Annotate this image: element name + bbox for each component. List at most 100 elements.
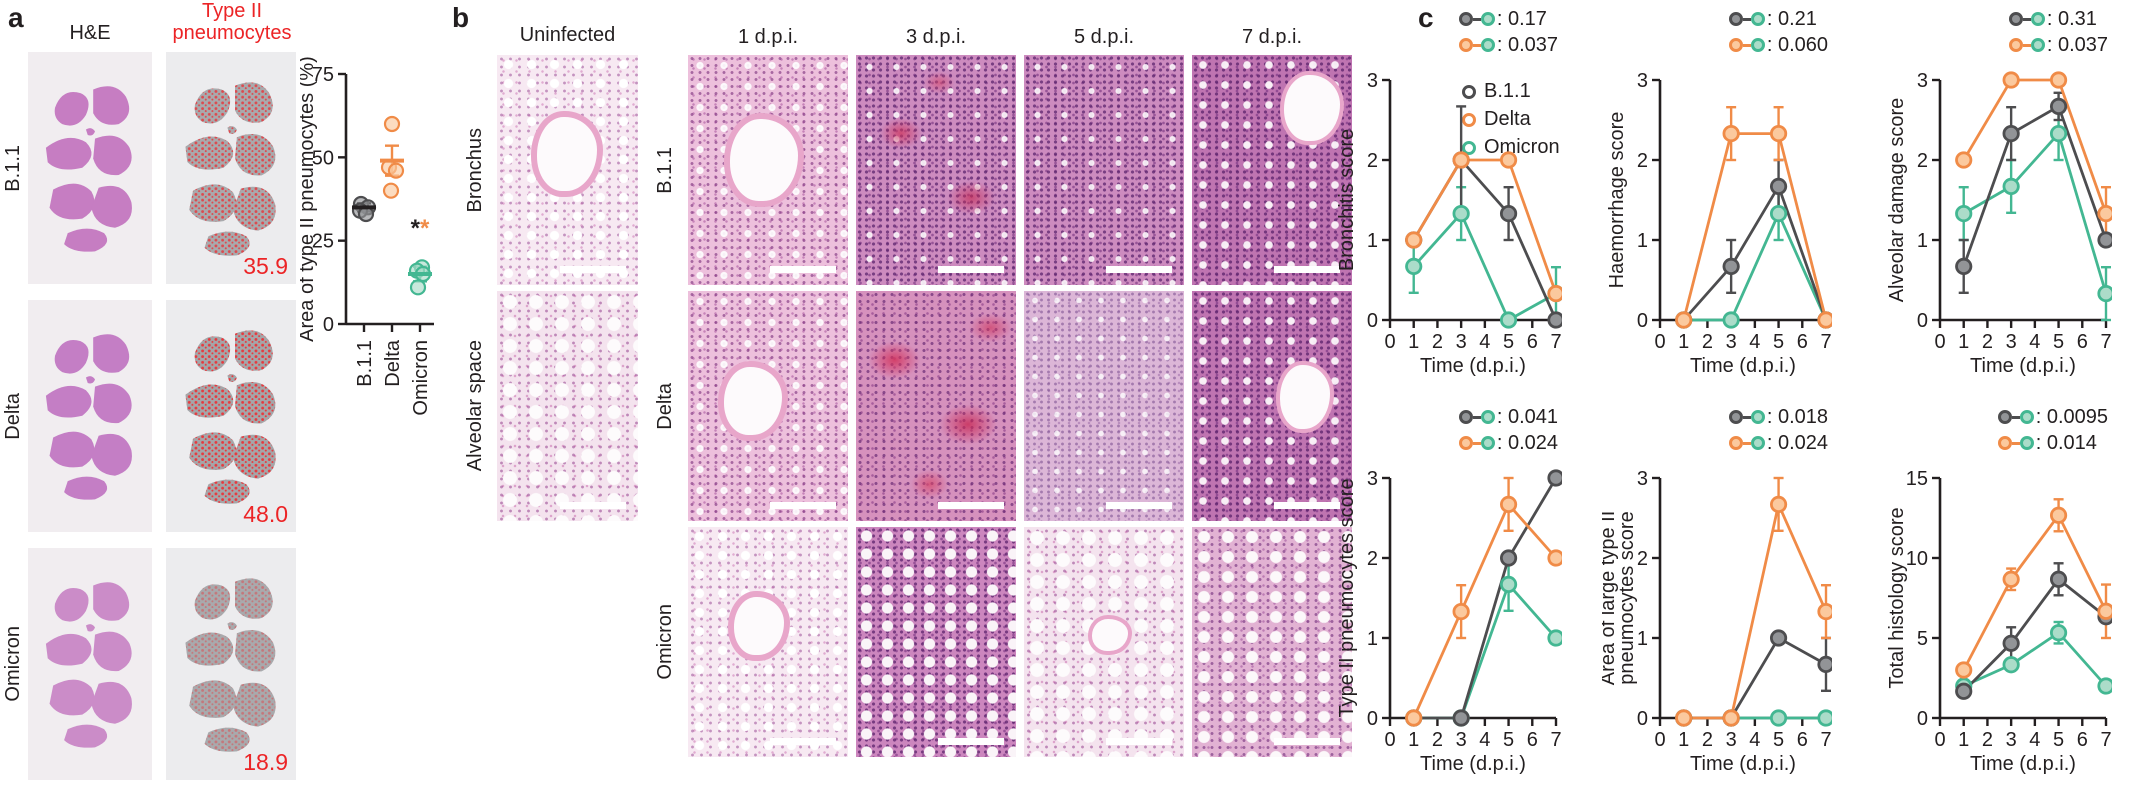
lung-sections-typeii-omicron [174,557,288,770]
pvalue-link [2022,17,2031,21]
pvalue-label: : 0.024 [1766,431,1828,454]
panel-c-label: c [1418,2,1434,33]
histology-delta-1dpi [688,291,848,521]
svg-text:1: 1 [1408,331,1419,353]
svg-text:3: 3 [1726,729,1737,751]
pvalue-row: : 0.037 [1458,32,1558,58]
typeii-image-omicron: 18.9 [166,548,296,780]
legend-label: Delta [1484,108,1531,130]
svg-text:1: 1 [1678,331,1689,353]
scale-bar [1274,502,1340,509]
bronchus-lumen [724,113,804,207]
typeii-area-value-delta: 48.0 [243,501,288,527]
pvalue-dot-delta [1997,436,2012,450]
svg-text:15: 15 [1906,468,1928,490]
pvalue-link [2022,43,2031,47]
histology-omicron-3dpi [856,527,1016,757]
svg-text:2: 2 [1982,729,1993,751]
pvalue-dot-omicron [2019,436,2034,450]
legend-dot-b11 [1462,84,1476,99]
legend-item-b11: B.1.1 [1462,80,1560,103]
pvalue-dot-omicron [2030,38,2045,52]
area-typeii-scatter-svg: 0 25 50 75 B.1.1 Delta Omicron Area of type II … [296,56,434,416]
svg-text:1: 1 [1958,729,1969,751]
pvalue-dot-delta [2008,38,2023,52]
typeii-header-line1: Type II [201,0,263,22]
typeii-image-b11: 35.9 [166,52,296,284]
pvalue-dot-delta [1728,38,1743,52]
svg-text:0: 0 [1934,729,1945,751]
bronchus-lumen [531,111,603,197]
svg-text:Time (d.p.i.): Time (d.p.i.) [1970,355,2076,377]
svg-text:7: 7 [1550,331,1561,353]
svg-text:5: 5 [1917,628,1928,650]
pvalue-dot-delta [1458,436,1473,450]
histology-uninfected-bronchus [497,55,638,285]
pvalue-label: : 0.014 [2035,431,2097,454]
pvalue-dot-omicron [1750,38,1765,52]
variant-legend: B.1.1 Delta Omicron [1462,80,1560,159]
svg-text:3: 3 [1367,70,1378,92]
svg-text:2: 2 [1367,548,1378,570]
timepoint-header-5dpi: 5 d.p.i. [1073,26,1135,48]
histology-uninfected-alveolar [497,291,638,521]
lung-sections-he-omicron [35,557,144,770]
pvalue-row: : 0.17 [1458,6,1558,32]
svg-text:0: 0 [1384,331,1395,353]
alveolar-damage-score-chart: : 0.31: 0.037 0 1 2 3 0 1 2 3 4 5 6 7 Time (d.p.i.) Al… [1882,6,2112,394]
pvalue-label: : 0.037 [1496,33,1558,56]
total-histology-score-chart: : 0.0095: 0.014 0 5 10 15 0 1 2 3 4 5 6 7 Time (d.p.i… [1882,404,2112,792]
pvalue-link [1742,17,1751,21]
svg-text:3: 3 [2006,331,2017,353]
svg-text:7: 7 [1550,729,1561,751]
svg-text:0: 0 [1917,708,1928,730]
pvalue-dot-delta [1458,38,1473,52]
he-column-header: H&E [69,22,111,44]
svg-text:Omicron: Omicron [410,340,432,416]
svg-text:B.1.1: B.1.1 [354,340,376,387]
svg-text:0: 0 [1367,708,1378,730]
pvalue-link [2011,441,2020,445]
histology-b11-5dpi [1024,55,1184,285]
svg-text:7: 7 [1820,729,1831,751]
svg-text:0: 0 [323,314,334,336]
scale-bar [1106,738,1172,745]
legend-dot-omicron [1462,140,1476,155]
svg-text:7: 7 [2100,729,2111,751]
svg-text:25: 25 [312,231,334,253]
svg-text:6: 6 [1527,729,1538,751]
pvalue-label: : 0.041 [1496,405,1558,428]
svg-text:75: 75 [312,64,334,86]
pvalue-annotations: : 0.31: 0.037 [2008,6,2108,58]
svg-text:1: 1 [1917,230,1928,252]
svg-text:Time (d.p.i.): Time (d.p.i.) [1690,753,1796,775]
bronchus-lumen [718,361,788,441]
pvalue-link [2011,415,2020,419]
pvalue-link [1742,43,1751,47]
svg-text:7: 7 [1820,331,1831,353]
svg-text:2: 2 [1432,331,1443,353]
pvalue-label: : 0.31 [2046,7,2097,30]
airspace-lumen [1276,361,1334,433]
svg-text:1: 1 [1637,628,1648,650]
pvalue-link [1472,415,1481,419]
svg-text:3: 3 [1637,70,1648,92]
pvalue-annotations: : 0.041: 0.024 [1458,404,1558,456]
svg-text:0: 0 [1654,331,1665,353]
variant-label-wrap-delta: Delta [652,291,678,521]
svg-text:1: 1 [1367,230,1378,252]
scale-bar [938,266,1004,273]
he-image-b11 [28,52,152,284]
histology-delta-5dpi [1024,291,1184,521]
typeii-area-value-omicron: 18.9 [243,749,288,775]
pvalue-link [1472,43,1481,47]
pvalue-label: : 0.17 [1496,7,1547,30]
svg-text:1: 1 [1637,230,1648,252]
svg-text:5: 5 [2053,729,2064,751]
histology-b11-1dpi [688,55,848,285]
typeii-area-value-b11: 35.9 [243,253,288,279]
